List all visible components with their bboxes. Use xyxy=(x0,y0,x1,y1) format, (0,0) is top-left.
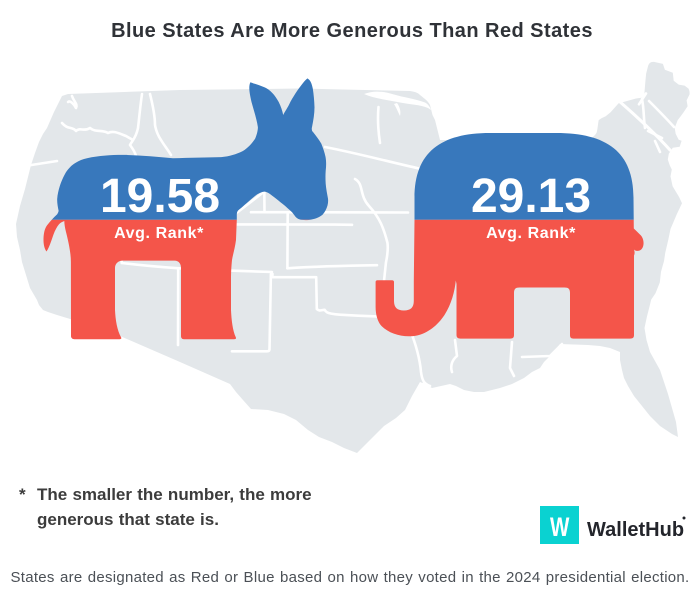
svg-text:WalletHub: WalletHub xyxy=(587,519,684,541)
svg-text:W: W xyxy=(550,512,570,542)
